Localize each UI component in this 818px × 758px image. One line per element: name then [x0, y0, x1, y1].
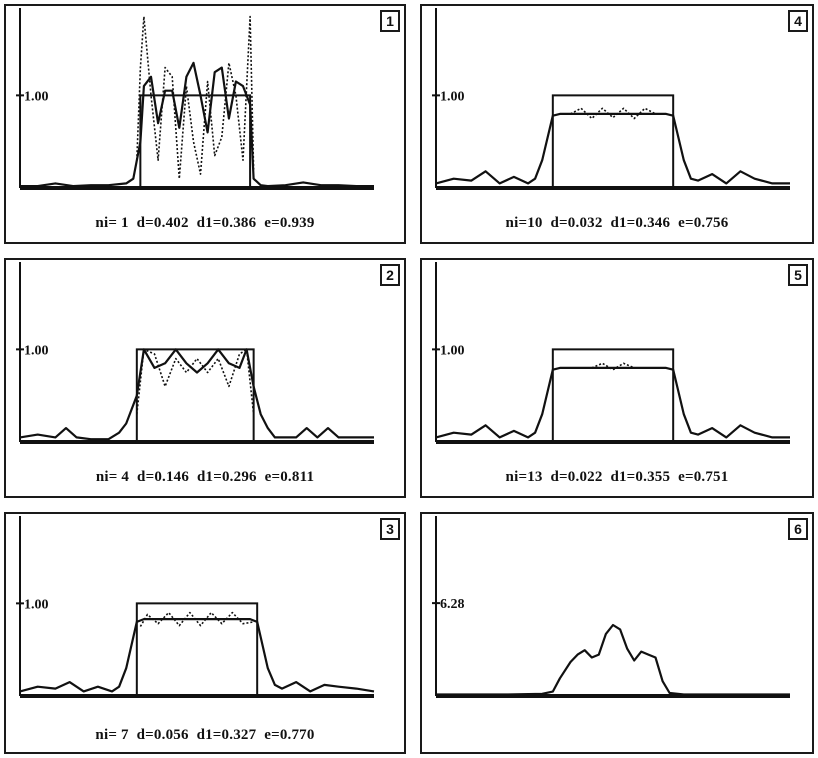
plot-area-4: 1.00: [432, 8, 790, 190]
panel-caption-4: ni=10 d=0.032 d1=0.346 e=0.756: [505, 215, 729, 231]
series-solid-4: [435, 112, 790, 185]
y-tick-label-2: 1.00: [24, 343, 49, 358]
plot-area-2: 1.00: [16, 262, 374, 444]
y-tick-label-1: 1.00: [24, 89, 49, 104]
panel-number-6: 6: [788, 518, 808, 540]
series-solid-3: [19, 617, 375, 693]
chart-panel-2: 2 1.00 ni= 4 d=0.146 d1=0.296 e=0.811: [4, 258, 406, 498]
chart-panel-1: 1 1.00 ni= 1 d=0.402 d1=0.386 e=0.939: [4, 4, 406, 244]
chart-panel-4: 4 1.00 ni=10 d=0.032 d1=0.346 e=0.756: [420, 4, 814, 244]
panel-caption-5: ni=13 d=0.022 d1=0.355 e=0.751: [505, 469, 729, 485]
plot-area-5: 1.00: [432, 262, 790, 444]
series-dotted-2: [136, 348, 255, 415]
panel-number-3: 3: [380, 518, 400, 540]
series-solid-2: [19, 348, 374, 441]
panel-caption-1: ni= 1 d=0.402 d1=0.386 e=0.939: [95, 215, 315, 231]
chart-panel-3: 3 1.00 ni= 7 d=0.056 d1=0.327 e=0.770: [4, 512, 406, 754]
y-tick-label-5: 1.00: [440, 343, 465, 358]
chart-panel-5: 5 1.00 ni=13 d=0.022 d1=0.355 e=0.751: [420, 258, 814, 498]
series-solid-5: [435, 366, 790, 439]
panel-number-2: 2: [380, 264, 400, 286]
y-tick-label-3: 1.00: [24, 597, 49, 612]
series-dotted-4: [570, 107, 656, 120]
chart-panel-6: 6 6.28: [420, 512, 814, 754]
series-dotted-5: [591, 362, 635, 371]
plot-area-3: 1.00: [16, 516, 375, 698]
series-solid-6: [436, 623, 790, 696]
y-tick-label-6: 6.28: [440, 597, 465, 612]
plot-area-1: 1.00: [16, 8, 374, 190]
panel-caption-3: ni= 7 d=0.056 d1=0.327 e=0.770: [95, 727, 315, 743]
panel-caption-2: ni= 4 d=0.146 d1=0.296 e=0.811: [95, 469, 315, 485]
series-solid-1: [20, 61, 374, 188]
series-dotted-3: [139, 611, 254, 627]
y-tick-label-4: 1.00: [440, 89, 465, 104]
panel-number-1: 1: [380, 10, 400, 32]
panel-number-4: 4: [788, 10, 808, 32]
target-profile-4: [551, 94, 675, 189]
panel-number-5: 5: [788, 264, 808, 286]
plot-area-6: 6.28: [432, 516, 790, 698]
target-profile-3: [135, 602, 259, 697]
target-profile-5: [551, 348, 675, 443]
